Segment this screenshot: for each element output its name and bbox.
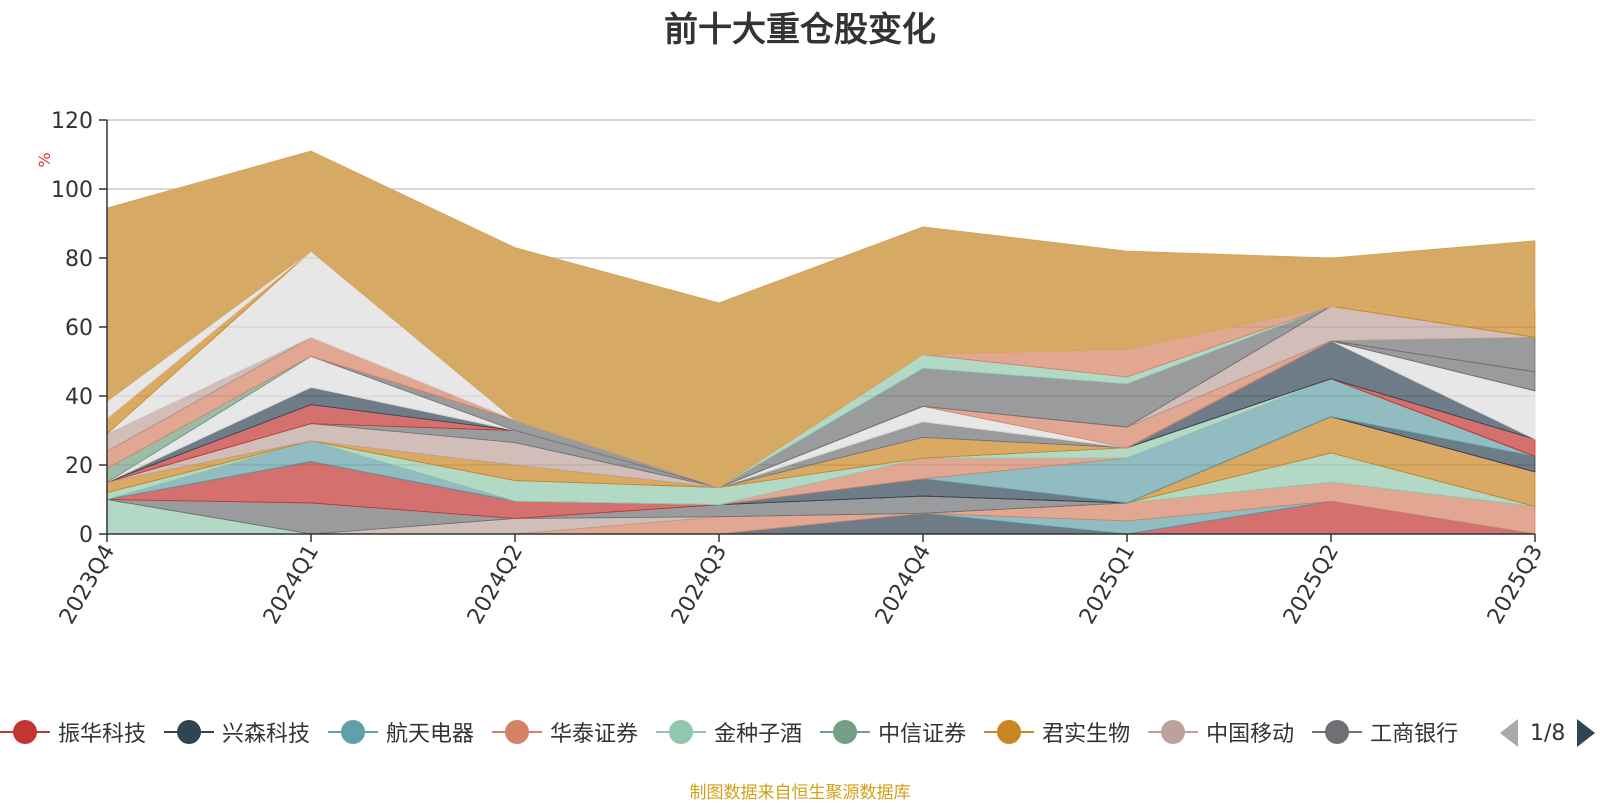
y-tick-label: 100 (51, 178, 93, 203)
x-tick-label: 2024Q3 (667, 541, 732, 629)
legend-item[interactable]: 工商银行 (1312, 712, 1458, 752)
x-tick-label: 2025Q2 (1279, 541, 1344, 629)
x-tick-label: 2024Q2 (463, 541, 528, 629)
legend-label: 华泰证券 (550, 722, 639, 747)
x-tick-label: 2024Q1 (259, 541, 324, 629)
legend: 振华科技 兴森科技 航天电器 华泰证券 金种子酒 中信证券 君实生物 中国移动 工商银行 (0, 712, 1490, 752)
legend-swatch-icon (328, 720, 379, 744)
chart-title: 前十大重仓股变化 (664, 10, 936, 50)
legend-item[interactable]: 金种子酒 (656, 712, 802, 752)
legend-label: 工商银行 (1370, 722, 1459, 747)
legend-swatch-icon (1148, 720, 1199, 744)
legend-swatch-icon (820, 720, 871, 744)
x-tick-label: 2025Q3 (1483, 541, 1548, 629)
legend-swatch-icon (656, 720, 707, 744)
y-tick-label: 60 (65, 316, 93, 341)
x-tick-label: 2023Q4 (55, 541, 120, 629)
area-series (106, 150, 1536, 535)
y-tick-label: 80 (65, 247, 93, 272)
legend-swatch-icon (492, 720, 543, 744)
legend-item[interactable]: 兴森科技 (164, 712, 310, 752)
area-series-40 (106, 150, 1536, 488)
legend-page-indicator: 1/8 (1530, 720, 1566, 746)
legend-label: 君实生物 (1042, 722, 1131, 747)
y-tick-label: 0 (79, 523, 93, 548)
source-note: 制图数据来自恒生聚源数据库 (689, 783, 911, 803)
x-tick-label: 2025Q1 (1075, 541, 1140, 629)
legend-swatch-icon (0, 720, 50, 744)
legend-item[interactable]: 航天电器 (328, 712, 474, 752)
x-tick-label: 2024Q4 (871, 541, 936, 629)
legend-item[interactable]: 中国移动 (1148, 712, 1294, 752)
legend-label: 金种子酒 (714, 722, 803, 747)
legend-next-icon[interactable] (1577, 719, 1596, 747)
legend-label: 中信证券 (878, 722, 967, 747)
legend-label: 振华科技 (58, 722, 147, 747)
legend-pager: 1/8 (1500, 718, 1596, 748)
legend-item[interactable]: 君实生物 (984, 712, 1130, 752)
legend-label: 中国移动 (1206, 722, 1295, 747)
legend-swatch-icon (984, 720, 1035, 744)
legend-item[interactable]: 振华科技 (0, 712, 146, 752)
legend-label: 航天电器 (386, 722, 475, 747)
y-tick-label: 40 (65, 385, 93, 410)
y-axis-label: % (35, 152, 54, 167)
legend-swatch-icon (164, 720, 215, 744)
legend-item[interactable]: 中信证券 (820, 712, 966, 752)
y-tick-label: 20 (65, 454, 93, 479)
legend-prev-icon[interactable] (1500, 719, 1518, 747)
y-tick-label: 120 (51, 109, 93, 134)
legend-label: 兴森科技 (222, 722, 311, 747)
legend-swatch-icon (1312, 720, 1363, 744)
legend-item[interactable]: 华泰证券 (492, 712, 638, 752)
